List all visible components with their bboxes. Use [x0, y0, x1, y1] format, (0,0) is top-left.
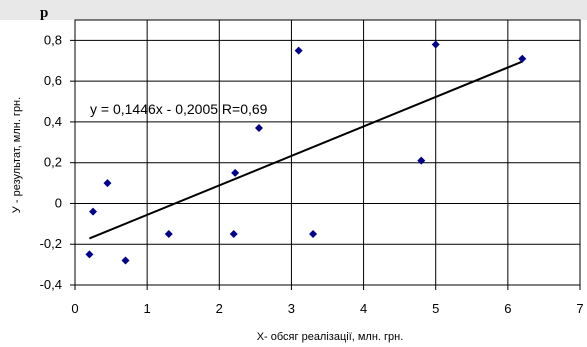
- x-axis-title: X- обсяг реалізації, млн. грн.: [257, 331, 404, 343]
- y-tick-label: 0,8: [44, 32, 62, 47]
- y-axis-title: У - результат, млн. грн.: [11, 97, 23, 213]
- data-point: [417, 156, 426, 165]
- data-point: [309, 230, 318, 239]
- header-text-fragment: р: [40, 5, 48, 21]
- data-point: [518, 54, 527, 63]
- x-tick-label: 0: [71, 301, 78, 316]
- y-tick-label: -0,2: [40, 236, 62, 251]
- data-point: [254, 124, 263, 133]
- grid: [74, 20, 581, 286]
- x-tick-label: 7: [576, 301, 583, 316]
- header-bar: [0, 0, 587, 20]
- x-tick-label: 5: [432, 301, 439, 316]
- regression-equation-label: y = 0,1446x - 0,2005 R=0,69: [90, 101, 268, 117]
- data-point: [85, 250, 94, 259]
- x-tick-label: 1: [144, 301, 151, 316]
- y-tick-label: -0,4: [40, 277, 62, 292]
- y-tick-label: 0: [55, 195, 62, 210]
- y-tick-label: 0,6: [44, 73, 62, 88]
- x-tick-label: 2: [216, 301, 223, 316]
- data-point: [231, 168, 240, 177]
- x-tick-label: 6: [504, 301, 511, 316]
- data-point: [121, 256, 130, 265]
- y-axis-ticks: -0,4 -0,2 0 0,2 0,4 0,6 0,8: [40, 32, 75, 292]
- trend-line: [89, 60, 523, 240]
- data-point: [103, 179, 112, 188]
- y-tick-label: 0,2: [44, 155, 62, 170]
- data-point: [431, 40, 440, 49]
- data-point: [294, 46, 303, 55]
- data-points: [85, 40, 527, 265]
- x-axis-ticks: 0 1 2 3 4 5 6 7: [71, 285, 584, 316]
- data-point: [229, 230, 238, 239]
- x-tick-label: 3: [288, 301, 295, 316]
- plot-area-frame: [74, 19, 581, 286]
- x-tick-label: 4: [360, 301, 367, 316]
- data-point: [164, 230, 173, 239]
- y-tick-label: 0,4: [44, 114, 62, 129]
- data-point: [89, 207, 98, 216]
